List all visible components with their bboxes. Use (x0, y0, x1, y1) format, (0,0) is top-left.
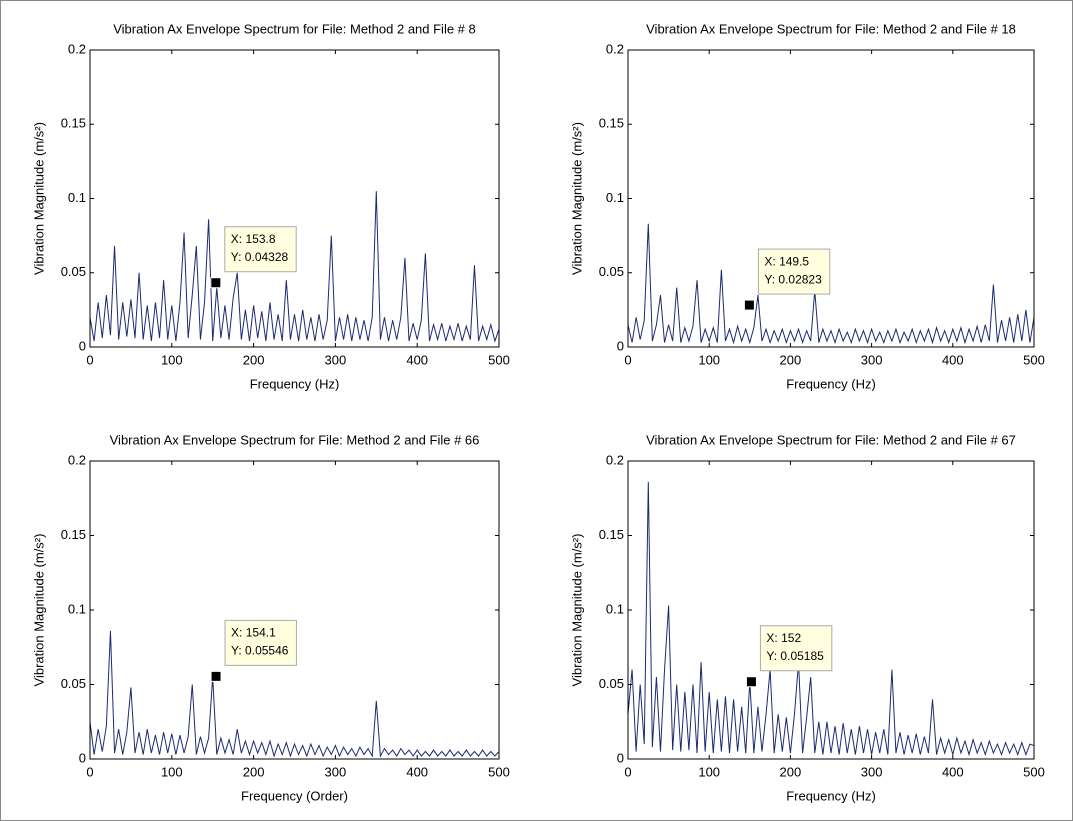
y-tick-label: 0.1 (606, 601, 624, 616)
y-tick-label: 0 (79, 338, 86, 353)
y-tick-label: 0.05 (61, 676, 86, 691)
datatip-x-label: X: 154.1 (231, 626, 276, 640)
y-tick-label: 0.2 (68, 41, 86, 56)
x-tick-label: 300 (325, 764, 347, 779)
y-tick-label: 0.1 (68, 601, 86, 616)
y-tick-label: 0.15 (599, 527, 624, 542)
y-tick-label: 0.05 (599, 264, 624, 279)
x-tick-label: 100 (698, 352, 720, 367)
spectrum-line (89, 191, 500, 343)
plot-area (90, 461, 499, 759)
datatip-box (224, 226, 297, 273)
y-axis-label: Vibration Magnitude (m/s²) (31, 122, 46, 275)
datatip-x-label: X: 153.8 (231, 232, 276, 246)
x-tick-label: 0 (624, 352, 631, 367)
plot-area (628, 50, 1034, 347)
x-axis-label: Frequency (Hz) (250, 376, 340, 391)
x-tick-label: 200 (780, 352, 802, 367)
datatip-marker (210, 277, 222, 289)
datatip: X: 152 Y: 0.05185 (745, 625, 833, 688)
x-tick-label: 500 (1023, 352, 1045, 367)
x-tick-label: 300 (325, 352, 347, 367)
chart-title: Vibration Ax Envelope Spectrum for File:… (646, 432, 1016, 447)
spectrum-line (627, 223, 1035, 345)
y-tick-label: 0 (617, 338, 624, 353)
datatip-x-label: X: 149.5 (764, 254, 809, 268)
plot-area (90, 50, 499, 347)
y-tick-label: 0.1 (606, 190, 624, 205)
datatip-marker (210, 670, 222, 682)
x-tick-label: 0 (86, 764, 93, 779)
subplot: Vibration Ax Envelope Spectrum for File:… (569, 21, 1044, 391)
x-tick-label: 0 (624, 764, 631, 779)
x-axis-label: Frequency (Hz) (786, 788, 876, 803)
y-tick-label: 0 (79, 750, 86, 765)
y-tick-label: 0.15 (61, 527, 86, 542)
datatip-y-label: Y: 0.05546 (231, 644, 289, 658)
x-tick-label: 100 (161, 764, 183, 779)
axes-box (89, 460, 500, 760)
datatip-box (757, 248, 831, 295)
datatip-y-label: Y: 0.05185 (766, 649, 824, 663)
x-tick-label: 100 (161, 352, 183, 367)
axes-box (627, 460, 1035, 760)
y-tick-label: 0.05 (599, 676, 624, 691)
x-tick-label: 500 (488, 352, 510, 367)
subplot: Vibration Ax Envelope Spectrum for File:… (31, 21, 509, 391)
x-tick-label: 500 (488, 764, 510, 779)
chart-title: Vibration Ax Envelope Spectrum for File:… (113, 21, 476, 36)
datatip-marker (745, 676, 757, 688)
y-axis-label: Vibration Magnitude (m/s²) (31, 534, 46, 687)
y-tick-label: 0.15 (599, 116, 624, 131)
spectrum-line (89, 630, 500, 758)
y-tick-label: 0.2 (606, 41, 624, 56)
spectrum-line (627, 481, 1035, 757)
x-tick-label: 400 (942, 764, 964, 779)
datatip-marker (743, 299, 755, 311)
x-tick-label: 400 (406, 352, 428, 367)
x-tick-label: 400 (942, 352, 964, 367)
x-tick-label: 0 (86, 352, 93, 367)
datatip-y-label: Y: 0.02823 (764, 272, 822, 286)
plot-area (628, 461, 1034, 759)
subplot: Vibration Ax Envelope Spectrum for File:… (569, 432, 1044, 803)
y-tick-label: 0.15 (61, 116, 86, 131)
datatip-box (224, 619, 297, 666)
chart-title: Vibration Ax Envelope Spectrum for File:… (110, 432, 480, 447)
y-tick-label: 0 (617, 750, 624, 765)
x-tick-label: 300 (861, 764, 883, 779)
y-tick-label: 0.05 (61, 264, 86, 279)
x-axis-label: Frequency (Hz) (786, 376, 876, 391)
datatip-box (759, 625, 833, 672)
datatip: X: 149.5 Y: 0.02823 (743, 248, 831, 311)
y-axis-label: Vibration Magnitude (m/s²) (569, 122, 584, 275)
datatip: X: 154.1 Y: 0.05546 (210, 619, 297, 682)
y-tick-label: 0.1 (68, 190, 86, 205)
x-tick-label: 400 (406, 764, 428, 779)
y-tick-label: 0.2 (606, 452, 624, 467)
x-tick-label: 300 (861, 352, 883, 367)
x-axis-label: Frequency (Order) (241, 788, 348, 803)
x-tick-label: 200 (243, 764, 265, 779)
x-tick-label: 200 (780, 764, 802, 779)
y-tick-label: 0.2 (68, 452, 86, 467)
datatip-x-label: X: 152 (766, 631, 801, 645)
chart-title: Vibration Ax Envelope Spectrum for File:… (646, 21, 1016, 36)
y-axis-label: Vibration Magnitude (m/s²) (569, 534, 584, 687)
x-tick-label: 100 (698, 764, 720, 779)
axes-box (627, 49, 1035, 348)
axes-box (89, 49, 500, 348)
datatip-y-label: Y: 0.04328 (231, 250, 289, 264)
datatip: X: 153.8 Y: 0.04328 (210, 226, 297, 289)
subplot: Vibration Ax Envelope Spectrum for File:… (31, 432, 509, 803)
x-tick-label: 500 (1023, 764, 1045, 779)
x-tick-label: 200 (243, 352, 265, 367)
